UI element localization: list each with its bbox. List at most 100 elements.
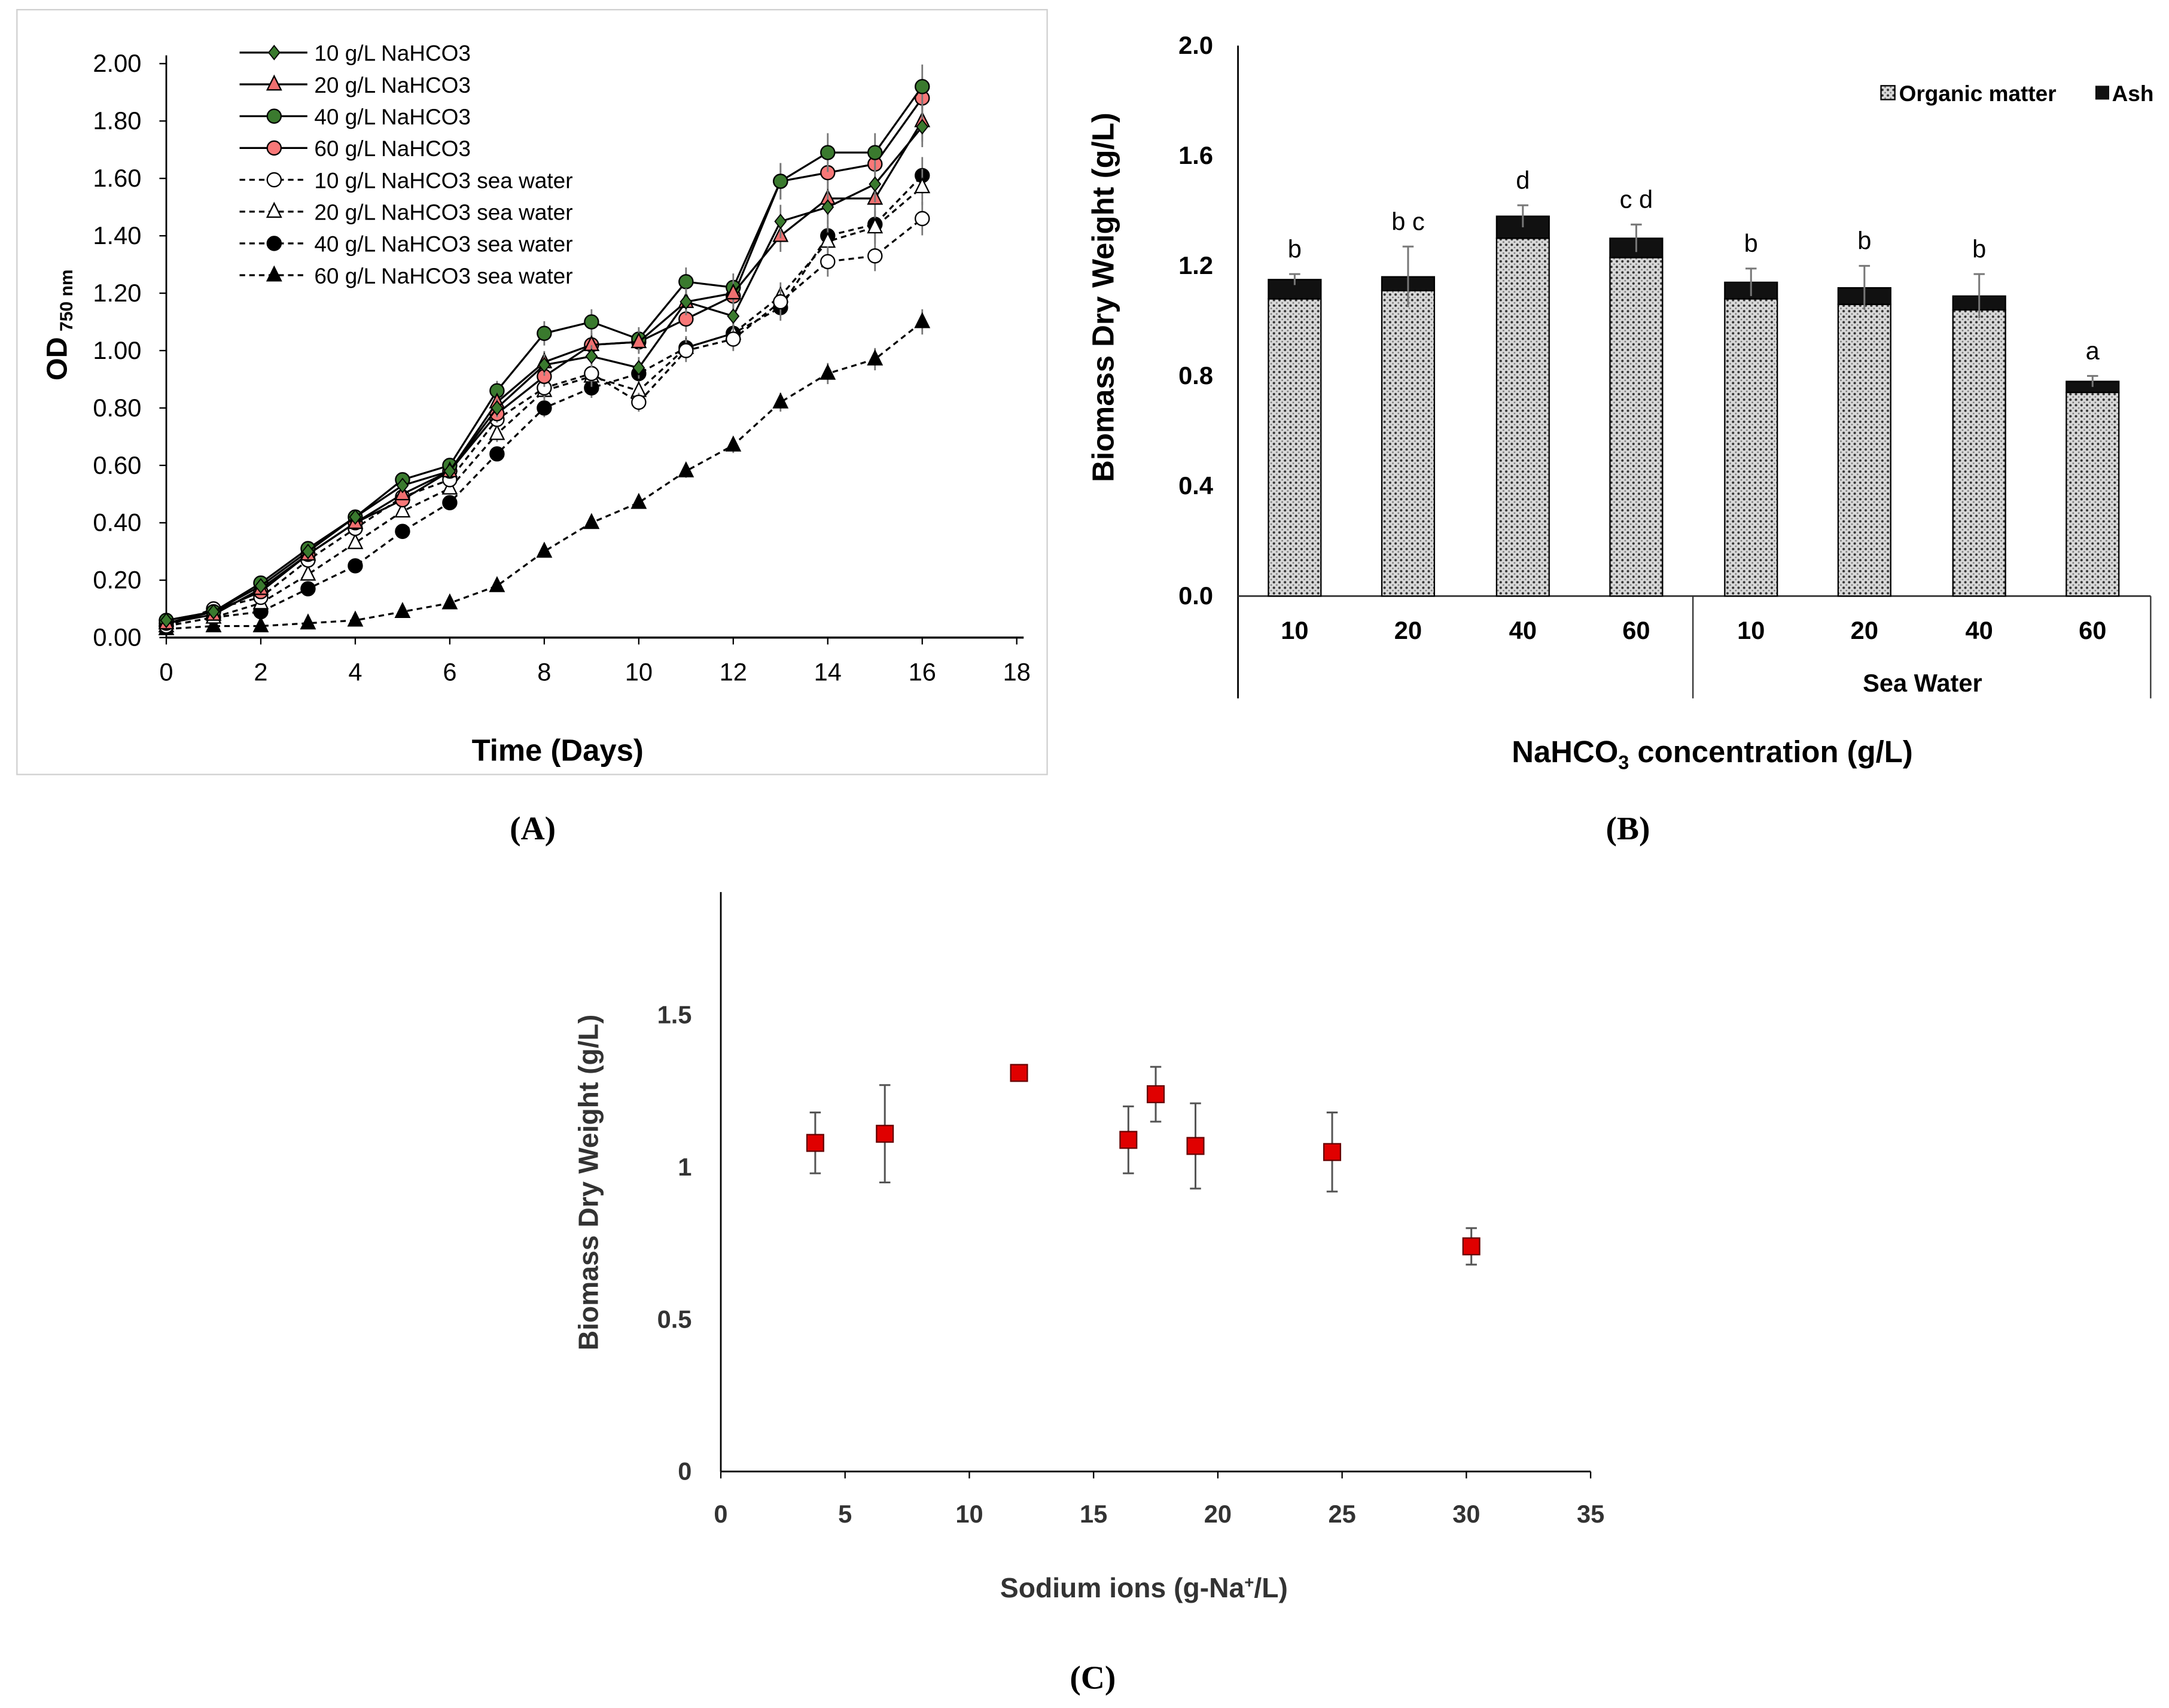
panel-a-label: (A): [510, 811, 556, 847]
x-tick-label: 16: [909, 657, 936, 686]
x-tick-label: 20: [1851, 616, 1878, 644]
legend-label: Organic matter: [1899, 81, 2057, 106]
data-point: [876, 1125, 894, 1143]
x-tick-label: 15: [1080, 1500, 1107, 1528]
y-tick-label: 0: [678, 1457, 691, 1485]
data-point: [442, 495, 458, 510]
data-point: [773, 173, 788, 189]
y-tick-label: 0.0: [1178, 581, 1213, 610]
data-point: [207, 604, 220, 620]
significance-letter: c d: [1620, 185, 1653, 214]
x-tick-label: 35: [1577, 1500, 1604, 1528]
data-point: [772, 392, 789, 409]
x-tick-label: 20: [1204, 1500, 1232, 1528]
data-point: [489, 424, 505, 440]
significance-letter: d: [1516, 166, 1530, 194]
data-point: [725, 435, 742, 452]
data-point: [867, 145, 883, 160]
data-point: [538, 357, 551, 373]
x-tick-label: 2: [254, 657, 267, 686]
x-tick-label: 8: [537, 657, 551, 686]
data-point: [630, 492, 647, 509]
y-tick-label: 0.5: [657, 1305, 692, 1333]
data-point: [820, 145, 836, 160]
data-point: [266, 236, 282, 251]
bar-organic-matter: [1268, 298, 1322, 597]
data-point: [915, 211, 930, 227]
legend-label: 40 g/L NaHCO3 sea water: [314, 232, 572, 257]
legend-label: 10 g/L NaHCO3 sea water: [314, 168, 572, 193]
y-axis-label: Biomass Dry Weight (g/L): [1086, 112, 1120, 482]
x-tick-label: 0: [159, 657, 173, 686]
legend-swatch-organic: [1880, 85, 1896, 101]
x-tick-label: 40: [1966, 616, 1993, 644]
significance-letter: b: [1744, 229, 1758, 257]
x-tick-label: 60: [2079, 616, 2106, 644]
data-point: [300, 613, 316, 630]
x-tick-label: 40: [1509, 616, 1537, 644]
y-tick-label: 1.60: [93, 164, 141, 192]
significance-letter: b: [1972, 235, 1986, 263]
significance-letter: b: [1288, 235, 1302, 263]
x-axis-label: Sodium ions (g-Na+/L): [1000, 1572, 1288, 1603]
data-point: [914, 177, 931, 194]
significance-letter: b c: [1391, 207, 1425, 235]
x-tick-label: 0: [714, 1500, 727, 1528]
data-point: [266, 108, 282, 124]
data-point: [395, 523, 410, 539]
legend-label: 10 g/L NaHCO3: [314, 41, 471, 66]
y-tick-label: 1.2: [1178, 251, 1213, 279]
data-point: [489, 446, 505, 462]
data-point: [726, 331, 741, 347]
x-tick-label: 30: [1452, 1500, 1480, 1528]
x-tick-label: 25: [1328, 1500, 1355, 1528]
data-point: [727, 308, 740, 324]
data-point: [678, 461, 694, 477]
data-point: [254, 578, 267, 594]
x-tick-label: 10: [1737, 616, 1765, 644]
data-point: [489, 576, 505, 592]
x-tick-label: 12: [720, 657, 747, 686]
data-point: [680, 294, 693, 310]
y-tick-label: 1: [678, 1153, 691, 1181]
data-point: [820, 254, 836, 270]
y-tick-label: 0.00: [93, 623, 141, 651]
data-point: [914, 312, 931, 328]
panel-c-chart: Biomass Dry Weight (g/L) Sodium ions (g-…: [572, 892, 1604, 1603]
data-point: [441, 593, 458, 610]
panel-b-label: (B): [1606, 811, 1650, 847]
legend-label: 40 g/L NaHCO3: [314, 105, 471, 129]
data-point: [252, 616, 269, 632]
data-point: [300, 581, 316, 596]
y-tick-label: 2.00: [93, 49, 141, 77]
x-axis-label: NaHCO3 concentration (g/L): [1512, 735, 1913, 774]
x-tick-label: 20: [1394, 616, 1422, 644]
data-point: [915, 79, 930, 95]
data-point: [806, 1134, 824, 1152]
bar-organic-matter: [2066, 391, 2120, 597]
legend-label: 20 g/L NaHCO3: [314, 73, 471, 98]
x-axis-label: Time (Days): [472, 733, 644, 767]
data-point: [867, 217, 884, 234]
y-tick-label: 1.6: [1178, 141, 1213, 169]
x-tick-label: 5: [838, 1500, 852, 1528]
data-point: [347, 610, 364, 627]
x-tick-label: 10: [955, 1500, 983, 1528]
data-point: [348, 558, 363, 574]
x-tick-label: 10: [625, 657, 653, 686]
x-tick-label: 4: [348, 657, 362, 686]
data-point: [491, 400, 504, 416]
y-tick-label: 0.20: [93, 566, 141, 594]
data-point: [443, 463, 456, 479]
group-label-sea-water: Sea Water: [1863, 669, 1982, 697]
bar-organic-matter: [1952, 309, 2006, 597]
significance-letter: a: [2086, 337, 2100, 365]
bar-organic-matter: [1609, 257, 1664, 597]
y-tick-label: 1.5: [657, 1001, 692, 1029]
y-tick-label: 1.00: [93, 336, 141, 364]
x-tick-label: 6: [443, 657, 456, 686]
y-tick-label: 1.80: [93, 106, 141, 135]
y-tick-label: 1.20: [93, 279, 141, 307]
data-point: [301, 543, 315, 559]
legend-swatch-ash: [2095, 86, 2109, 100]
